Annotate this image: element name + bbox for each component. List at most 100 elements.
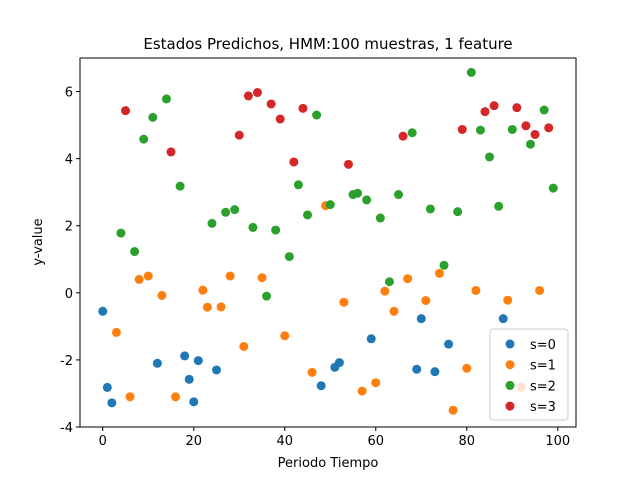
scatter-point-s-0 — [444, 339, 454, 349]
scatter-point-s-2 — [362, 195, 372, 205]
scatter-point-s-2 — [394, 190, 404, 200]
points-layer — [98, 67, 558, 415]
scatter-point-s-2 — [271, 225, 281, 235]
legend-box — [489, 328, 569, 421]
scatter-point-s-1 — [448, 405, 458, 415]
scatter-point-s-3 — [512, 103, 522, 113]
y-tick-label: -2 — [60, 354, 73, 369]
scatter-point-s-1 — [389, 306, 399, 316]
scatter-point-s-3 — [457, 124, 467, 134]
legend-marker — [505, 360, 515, 370]
scatter-point-s-1 — [307, 367, 317, 377]
scatter-point-s-3 — [489, 101, 499, 111]
scatter-point-s-0 — [152, 358, 162, 368]
scatter-point-s-3 — [521, 121, 531, 131]
x-tick-label: 20 — [185, 434, 202, 449]
scatter-point-s-0 — [416, 314, 426, 324]
x-axis-ticks: 0 20 40 60 80 100 — [99, 427, 570, 449]
scatter-point-s-1 — [225, 271, 235, 281]
y-tick-label: 0 — [65, 287, 73, 302]
scatter-point-s-1 — [403, 274, 413, 284]
legend-label: s=0 — [530, 338, 556, 353]
scatter-point-s-3 — [234, 130, 244, 140]
scatter-point-s-0 — [184, 374, 194, 384]
scatter-point-s-2 — [494, 201, 504, 211]
scatter-point-s-1 — [143, 271, 153, 281]
scatter-point-s-3 — [289, 157, 299, 167]
scatter-point-s-2 — [375, 213, 385, 223]
scatter-point-s-2 — [407, 128, 417, 138]
scatter-point-s-3 — [275, 114, 285, 124]
scatter-point-s-0 — [430, 367, 440, 377]
x-tick-label: 100 — [545, 434, 570, 449]
scatter-point-s-1 — [339, 297, 349, 307]
legend-marker — [505, 401, 515, 411]
scatter-point-s-1 — [125, 392, 135, 402]
scatter-point-s-3 — [398, 131, 408, 141]
scatter-point-s-1 — [434, 268, 444, 278]
scatter-point-s-2 — [466, 67, 476, 77]
scatter-point-s-0 — [107, 398, 117, 408]
y-tick-label: -4 — [60, 421, 73, 436]
scatter-point-s-2 — [525, 139, 535, 149]
scatter-point-s-2 — [475, 125, 485, 135]
scatter-point-s-1 — [357, 386, 367, 396]
scatter-point-s-2 — [353, 188, 363, 198]
scatter-point-s-1 — [198, 285, 208, 295]
scatter-point-s-0 — [212, 365, 222, 375]
x-tick-label: 80 — [459, 434, 476, 449]
y-axis-ticks: -4 -2 0 2 4 6 — [60, 86, 80, 436]
plot-frame — [79, 57, 577, 428]
legend-marker — [505, 380, 515, 390]
scatter-point-s-1 — [280, 331, 290, 341]
x-tick-label: 0 — [99, 434, 107, 449]
legend-label: s=1 — [530, 359, 556, 374]
scatter-point-s-1 — [421, 296, 431, 306]
scatter-point-s-0 — [193, 356, 203, 366]
scatter-point-s-2 — [175, 181, 185, 191]
scatter-point-s-2 — [507, 124, 517, 134]
scatter-point-s-1 — [471, 285, 481, 295]
scatter-point-s-3 — [530, 129, 540, 139]
scatter-point-s-2 — [548, 183, 558, 193]
legend-label: s=3 — [530, 400, 556, 415]
scatter-point-s-2 — [221, 207, 231, 217]
scatter-point-s-3 — [266, 99, 276, 109]
y-axis-label: y-value — [31, 218, 46, 265]
scatter-point-s-2 — [161, 94, 171, 104]
scatter-point-s-3 — [166, 147, 176, 157]
scatter-point-s-2 — [262, 291, 272, 301]
scatter-point-s-2 — [139, 134, 149, 144]
scatter-point-s-2 — [539, 105, 549, 115]
scatter-point-s-1 — [462, 363, 472, 373]
y-tick-label: 6 — [65, 86, 73, 101]
y-tick-label: 2 — [65, 220, 73, 235]
scatter-point-s-1 — [111, 327, 121, 337]
x-tick-label: 40 — [276, 434, 293, 449]
legend-marker — [505, 339, 515, 349]
scatter-point-s-1 — [257, 273, 267, 283]
scatter-point-s-3 — [298, 103, 308, 113]
scatter-point-s-0 — [316, 381, 326, 391]
scatter-point-s-3 — [544, 123, 554, 133]
scatter-point-s-2 — [312, 110, 322, 120]
x-tick-label: 60 — [368, 434, 385, 449]
scatter-point-s-2 — [207, 218, 217, 228]
scatter-point-s-3 — [480, 107, 490, 117]
scatter-point-s-1 — [239, 341, 249, 351]
scatter-point-s-0 — [366, 334, 376, 344]
scatter-point-s-0 — [180, 351, 190, 361]
scatter-point-s-2 — [303, 210, 313, 220]
scatter-point-s-0 — [412, 364, 422, 374]
scatter-point-s-3 — [343, 159, 353, 169]
scatter-point-s-3 — [121, 106, 131, 116]
scatter-point-s-2 — [230, 205, 240, 215]
scatter-point-s-2 — [485, 152, 495, 162]
y-tick-label: 4 — [65, 153, 73, 168]
scatter-point-s-0 — [189, 397, 199, 407]
scatter-point-s-0 — [498, 314, 508, 324]
scatter-point-s-1 — [216, 302, 226, 312]
scatter-point-s-1 — [202, 302, 212, 312]
scatter-point-s-2 — [439, 260, 449, 270]
scatter-point-s-2 — [248, 222, 258, 232]
